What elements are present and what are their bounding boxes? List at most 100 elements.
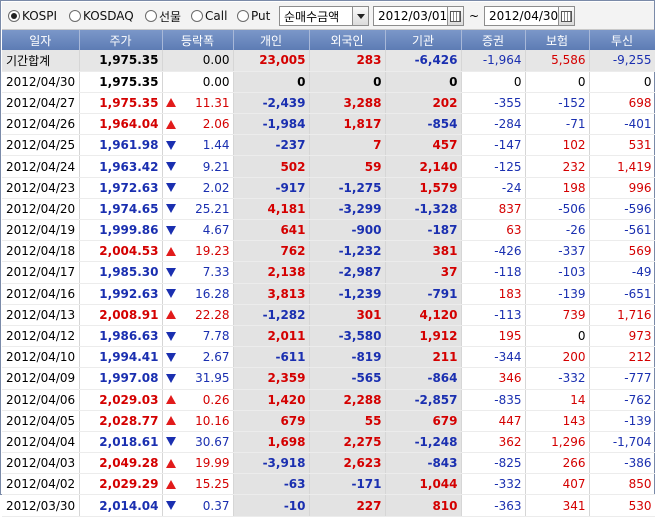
cell-foreign: -565 xyxy=(309,367,386,390)
market-radio-futures[interactable]: 선물 xyxy=(145,8,181,24)
column-header-securities[interactable]: 증권 xyxy=(461,30,526,50)
cell-investment-trust: -49 xyxy=(589,261,655,284)
cell-securities: 447 xyxy=(461,410,526,432)
cell-individual: 641 xyxy=(233,219,310,242)
summary-institution: -6,426 xyxy=(385,50,462,72)
table-row[interactable]: 2012/04/06 2,029.03 0.26 1,420 2,288 -2,857 -8… xyxy=(2,389,655,411)
column-header-date[interactable]: 일자 xyxy=(2,30,80,50)
table-row[interactable]: 2012/04/13 2,008.91 22.28 -1,282 301 4,120 -11… xyxy=(2,304,655,326)
cell-insurance: -332 xyxy=(525,367,590,390)
change-value: 16.28 xyxy=(195,286,230,301)
table-row[interactable]: 2012/04/27 1,975.35 11.31 -2,439 3,288 202 -35… xyxy=(2,92,655,115)
cell-change: 11.31 xyxy=(162,92,234,115)
table-row[interactable]: 2012/04/23 1,972.63 2.02 -917 -1,275 1,579 -24… xyxy=(2,177,655,199)
market-radio-kosdaq[interactable]: KOSDAQ xyxy=(69,8,134,24)
table-row[interactable]: 2012/04/24 1,963.42 9.21 502 59 2,140 -125 232 1… xyxy=(2,155,655,178)
cell-investment-trust: -1,704 xyxy=(589,431,655,454)
table-row[interactable]: 2012/04/02 2,029.29 15.25 -63 -171 1,044 -332 4… xyxy=(2,473,655,496)
cell-change: 22.28 xyxy=(162,304,234,326)
column-header-change[interactable]: 등락폭 xyxy=(162,30,234,50)
calendar-icon xyxy=(561,10,572,22)
cell-individual: 4,181 xyxy=(233,198,310,221)
cell-price: 1,994.41 xyxy=(79,346,163,369)
cell-foreign: 59 xyxy=(309,155,386,178)
table-row[interactable]: 2012/04/04 2,018.61 30.67 1,698 2,275 -1,248 3… xyxy=(2,431,655,454)
cell-price: 1,972.63 xyxy=(79,177,163,199)
date-from-value: 2012/03/01 xyxy=(378,9,447,23)
cell-securities: 362 xyxy=(461,431,526,454)
change-value: 0.37 xyxy=(202,498,230,513)
cell-date: 2012/04/10 xyxy=(2,346,80,369)
cell-date: 2012/04/09 xyxy=(2,367,80,390)
cell-securities: -426 xyxy=(461,240,526,263)
cell-date: 2012/04/13 xyxy=(2,304,80,326)
cell-foreign: 55 xyxy=(309,410,386,432)
date-from-field[interactable]: 2012/03/01 xyxy=(373,6,464,26)
summary-row[interactable]: 기간합계 1,975.35 0.00 23,005 283 -6,426 -1,… xyxy=(2,50,655,72)
cell-foreign: 0 xyxy=(309,71,386,93)
down-arrow-icon xyxy=(165,267,176,277)
cell-date: 2012/04/23 xyxy=(2,177,80,199)
summary-price: 1,975.35 xyxy=(79,50,163,72)
change-value: 10.16 xyxy=(195,413,230,428)
table-row[interactable]: 2012/04/17 1,985.30 7.33 2,138 -2,987 37 -118-… xyxy=(2,261,655,284)
cell-change: 31.95 xyxy=(162,367,234,390)
column-header-foreign[interactable]: 외국인 xyxy=(309,30,386,50)
table-row[interactable]: 2012/04/09 1,997.08 31.95 2,359 -565 -864 346-… xyxy=(2,367,655,390)
table-row[interactable]: 2012/03/30 2,014.04 0.37 -10 227 810 -363 341 53… xyxy=(2,494,655,517)
cell-date: 2012/04/16 xyxy=(2,283,80,305)
dropdown-button[interactable] xyxy=(352,7,368,25)
change-value: 1.44 xyxy=(202,138,230,153)
up-arrow-icon xyxy=(165,310,176,320)
cell-individual: 502 xyxy=(233,155,310,178)
cell-insurance: 102 xyxy=(525,134,590,157)
cell-date: 2012/04/27 xyxy=(2,92,80,115)
cell-institution: 2,140 xyxy=(385,155,462,178)
change-value: 25.21 xyxy=(195,201,230,216)
change-value: 30.67 xyxy=(195,434,230,449)
column-header-institution[interactable]: 기관 xyxy=(385,30,462,50)
summary-individual: 23,005 xyxy=(233,50,310,72)
cell-securities: 0 xyxy=(461,71,526,93)
change-value: 22.28 xyxy=(195,307,230,322)
cell-date: 2012/04/26 xyxy=(2,113,80,136)
cell-change: 25.21 xyxy=(162,198,234,221)
table-row[interactable]: 2012/04/20 1,974.65 25.21 4,181 -3,299 -1,328… xyxy=(2,198,655,221)
column-header-price[interactable]: 주가 xyxy=(79,30,163,50)
down-arrow-icon xyxy=(165,140,176,150)
table-row[interactable]: 2012/04/10 1,994.41 2.67 -611 -819 211 -344 200… xyxy=(2,346,655,369)
calendar-button[interactable] xyxy=(447,7,463,25)
market-radio-put[interactable]: Put xyxy=(237,8,270,24)
table-row[interactable]: 2012/04/25 1,961.98 1.44 -237 7 457 -147 102 531 xyxy=(2,134,655,157)
column-header-insurance[interactable]: 보험 xyxy=(525,30,590,50)
measure-select[interactable]: 순매수금액 xyxy=(279,6,369,26)
table-row[interactable]: 2012/04/18 2,004.53 19.23 762 -1,232 381 -426-… xyxy=(2,240,655,263)
column-header-investment-trust[interactable]: 투신 xyxy=(589,30,655,50)
table-row[interactable]: 2012/04/19 1,999.86 4.67 641 -900 -187 63 -26 -5… xyxy=(2,219,655,242)
cell-individual: -1,984 xyxy=(233,113,310,136)
cell-price: 1,999.86 xyxy=(79,219,163,242)
up-arrow-icon xyxy=(165,246,176,256)
table-row[interactable]: 2012/04/12 1,986.63 7.78 2,011 -3,580 1,912 19… xyxy=(2,325,655,348)
cell-institution: -854 xyxy=(385,113,462,136)
calendar-button[interactable] xyxy=(558,7,574,25)
table-row[interactable]: 2012/04/26 1,964.04 2.06 -1,984 1,817 -854 -28… xyxy=(2,113,655,136)
cell-securities: -118 xyxy=(461,261,526,284)
change-value: 11.31 xyxy=(195,95,230,110)
change-wrapper: 7.78 xyxy=(165,329,230,343)
table-row[interactable]: 2012/04/30 1,975.35 0.00 0 0 0 0 0 0 xyxy=(2,71,655,93)
date-to-field[interactable]: 2012/04/30 xyxy=(484,6,575,26)
cell-foreign: -171 xyxy=(309,473,386,496)
change-wrapper: 16.28 xyxy=(165,286,230,301)
cell-institution: 202 xyxy=(385,92,462,115)
cell-change: 7.33 xyxy=(162,261,234,284)
table-row[interactable]: 2012/04/05 2,028.77 10.16 679 55 679 447 143 -13… xyxy=(2,410,655,432)
column-header-individual[interactable]: 개인 xyxy=(233,30,310,50)
market-radio-kospi[interactable]: KOSPI xyxy=(8,8,57,24)
up-arrow-icon xyxy=(165,416,176,426)
table-row[interactable]: 2012/04/03 2,049.28 19.99 -3,918 2,623 -843 -8… xyxy=(2,452,655,475)
market-radio-call[interactable]: Call xyxy=(191,8,227,24)
table-row[interactable]: 2012/04/16 1,992.63 16.28 3,813 -1,239 -791 18… xyxy=(2,283,655,305)
cell-price: 2,029.29 xyxy=(79,473,163,496)
summary-foreign: 283 xyxy=(309,50,386,72)
